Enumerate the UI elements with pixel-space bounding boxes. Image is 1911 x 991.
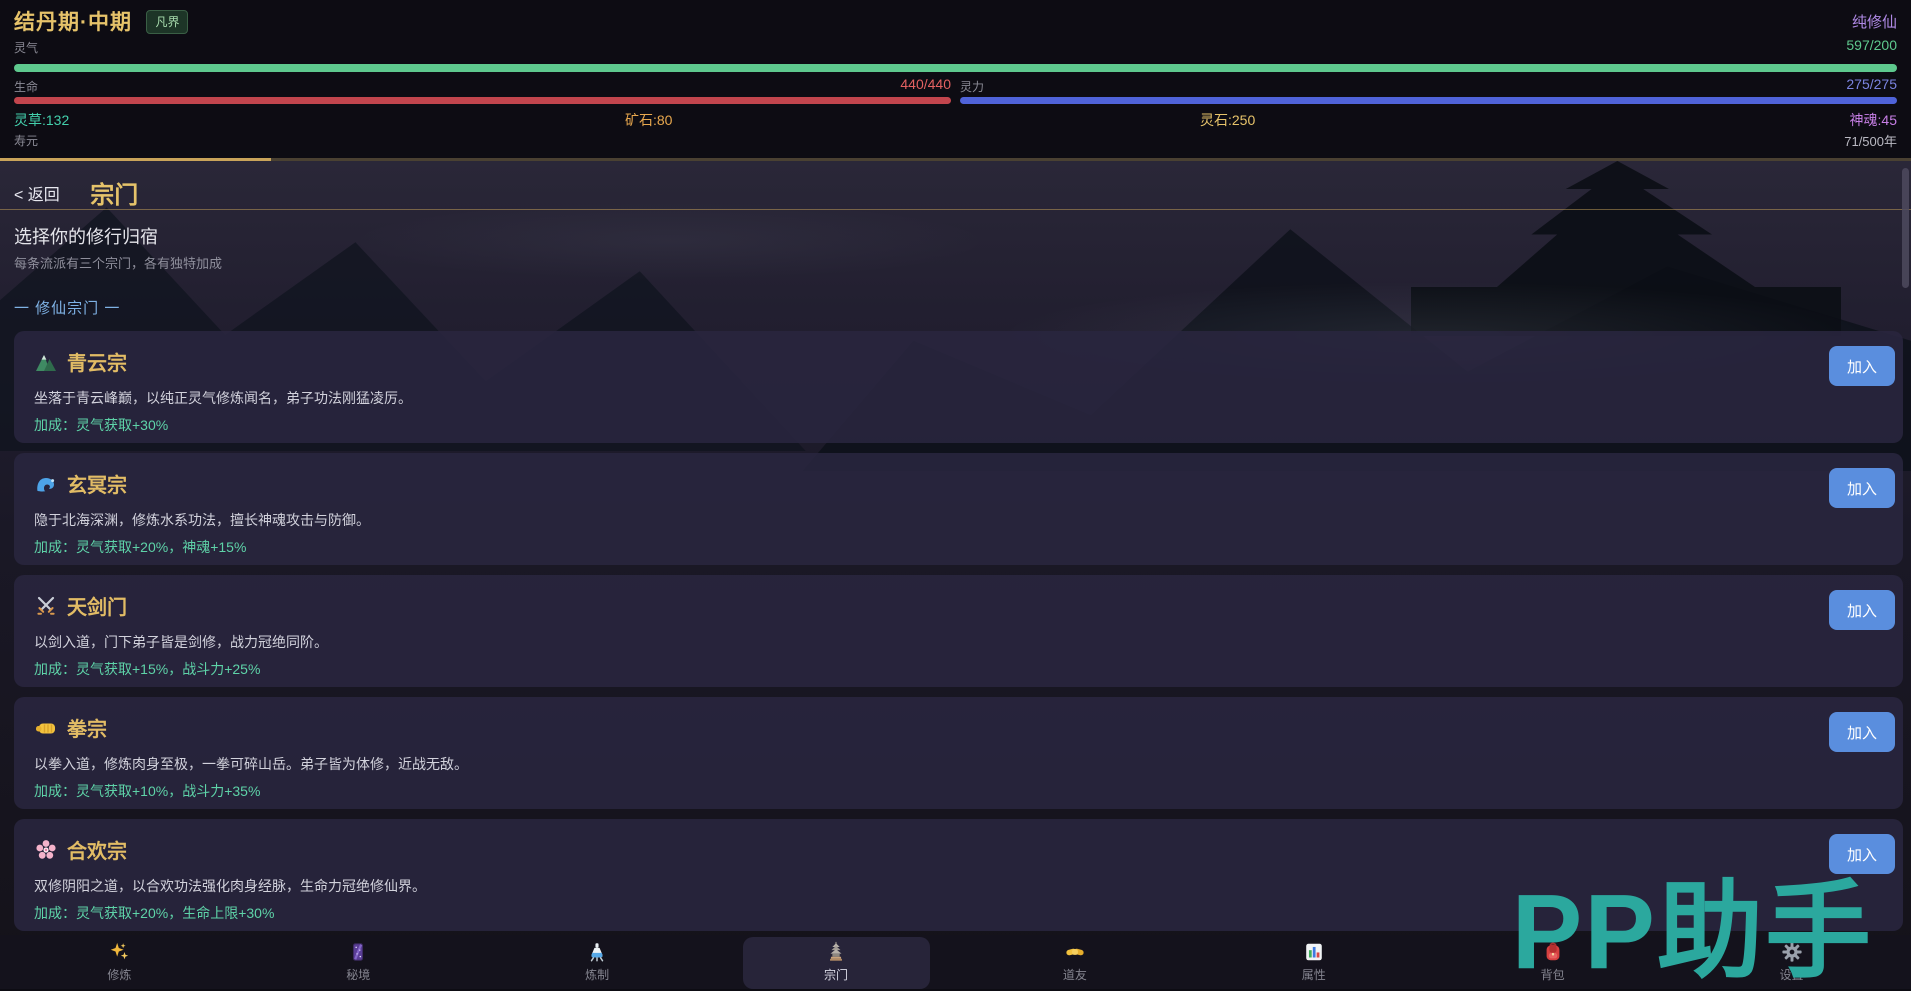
nav-item-修炼[interactable]: 修炼	[0, 935, 239, 989]
section-label: 一 修仙宗门 一	[14, 300, 121, 317]
sect-name: 玄冥宗	[67, 475, 127, 497]
nav-item-背包[interactable]: 背包	[1433, 935, 1672, 989]
nav-label: 道友	[1062, 968, 1087, 982]
sect-description: 以剑入道，门下弟子皆是剑修，战力冠绝同阶。	[34, 634, 328, 650]
sect-name: 青云宗	[67, 353, 127, 375]
sect-description: 以拳入道，修炼肉身至极，一拳可碎山岳。弟子皆为体修，近战无敌。	[34, 756, 468, 772]
bottom-navbar: 修炼 秘境 炼制 宗门 道友 属性 背包 设置	[0, 935, 1911, 989]
nav-item-道友[interactable]: 道友	[956, 935, 1195, 989]
nav-item-炼制[interactable]: 炼制	[478, 935, 717, 989]
back-button[interactable]: < 返回	[14, 181, 60, 205]
nav-label: 设置	[1779, 968, 1804, 982]
gear-icon	[1781, 941, 1803, 963]
sect-card: 拳宗以拳入道，修炼肉身至极，一拳可碎山岳。弟子皆为体修，近战无敌。 加成：灵气获取…	[14, 697, 1903, 809]
join-button[interactable]: 加入	[1829, 712, 1895, 752]
sect-card: 天剑门以剑入道，门下弟子皆是剑修，战力冠绝同阶。 加成：灵气获取+15%，战斗力+…	[14, 575, 1903, 687]
cultivation-path-label: 纯修仙	[1851, 14, 1897, 31]
nav-item-宗门[interactable]: 宗门	[717, 935, 956, 989]
scrollbar-thumb[interactable]	[1902, 168, 1909, 288]
aura-label: 灵气	[14, 41, 39, 55]
status-header: 结丹期·中期 凡界 纯修仙 灵气 597/200 生命 440/440 灵力 2…	[0, 0, 1911, 161]
nav-label: 属性	[1301, 968, 1326, 982]
alembic-icon	[586, 941, 608, 963]
crossed-swords-icon	[34, 594, 58, 618]
sect-card: 玄冥宗隐于北海深渊，修炼水系功法，擅长神魂攻击与防御。 加成：灵气获取+20%，神…	[14, 453, 1903, 565]
sect-description: 双修阴阳之道，以合欢功法强化肉身经脉，生命力冠绝修仙界。	[34, 878, 426, 894]
resource-spirit-stone: 灵石:250	[1200, 112, 1256, 128]
handshake-icon	[1064, 941, 1086, 963]
nav-item-秘境[interactable]: 秘境	[239, 935, 478, 989]
sect-bonus: 加成：灵气获取+30%	[34, 417, 169, 433]
fist-icon	[34, 716, 58, 740]
sect-name: 合欢宗	[67, 841, 127, 863]
lifespan-label: 寿元	[14, 134, 39, 148]
aura-progress-bar	[14, 64, 1897, 72]
blossom-icon	[34, 838, 58, 862]
life-column: 生命 440/440	[14, 76, 951, 106]
resource-ore: 矿石:80	[625, 112, 673, 128]
resource-soul: 神魂:45	[1849, 112, 1897, 128]
aura-row: 灵气 597/200	[14, 37, 1897, 57]
mana-value: 275/275	[1846, 76, 1897, 92]
nav-label: 炼制	[585, 968, 610, 982]
resource-herb: 灵草:132	[14, 112, 70, 128]
sect-bonus: 加成：灵气获取+20%，生命上限+30%	[34, 905, 275, 921]
page-title: 宗门	[90, 182, 139, 209]
lifespan-progress-bar	[0, 158, 1911, 161]
sect-card: 合欢宗双修阴阳之道，以合欢功法强化肉身经脉，生命力冠绝修仙界。 加成：灵气获取+2…	[14, 819, 1903, 931]
nav-label: 背包	[1540, 968, 1565, 982]
join-button[interactable]: 加入	[1829, 346, 1895, 386]
nav-label: 修炼	[107, 968, 132, 982]
pagoda-icon	[825, 941, 847, 963]
aura-value: 597/200	[1846, 37, 1897, 53]
gold-divider	[0, 209, 1911, 210]
resource-row: 灵草:132 矿石:80 灵石:250 神魂:45	[14, 110, 1897, 128]
sect-page: < 返回 宗门 选择你的修行归宿 每条流派有三个宗门，各有独特加成 一 修仙宗门…	[0, 161, 1911, 989]
sect-bonus: 加成：灵气获取+10%，战斗力+35%	[34, 783, 261, 799]
join-button[interactable]: 加入	[1829, 834, 1895, 874]
life-progress-bar	[14, 97, 951, 104]
galaxy-icon	[347, 941, 369, 963]
sect-description: 坐落于青云峰巅，以纯正灵气修炼闻名，弟子功法刚猛凌厉。	[34, 390, 412, 406]
bar-chart-icon	[1303, 941, 1325, 963]
world-badge: 凡界	[146, 10, 189, 34]
sect-name: 拳宗	[67, 719, 107, 741]
sect-name: 天剑门	[67, 597, 127, 619]
background-temple-silhouette	[1411, 161, 1841, 336]
sect-bonus: 加成：灵气获取+15%，战斗力+25%	[34, 661, 261, 677]
page-hint: 每条流派有三个宗门，各有独特加成	[14, 256, 223, 271]
wave-icon	[34, 472, 58, 496]
nav-label: 宗门	[824, 968, 849, 982]
lifespan-value: 71/500年	[1844, 134, 1897, 149]
nav-item-属性[interactable]: 属性	[1194, 935, 1433, 989]
sect-card: 青云宗坐落于青云峰巅，以纯正灵气修炼闻名，弟子功法刚猛凌厉。 加成：灵气获取+30…	[14, 331, 1903, 443]
sect-bonus: 加成：灵气获取+20%，神魂+15%	[34, 539, 247, 555]
mana-progress-bar	[960, 97, 1897, 104]
nav-label: 秘境	[346, 968, 371, 982]
background-fog	[343, 201, 994, 281]
mountain-icon	[34, 350, 58, 374]
sect-description: 隐于北海深渊，修炼水系功法，擅长神魂攻击与防御。	[34, 512, 370, 528]
realm-title: 结丹期·中期	[14, 11, 132, 34]
sparkles-icon	[108, 941, 130, 963]
join-button[interactable]: 加入	[1829, 590, 1895, 630]
page-subtitle: 选择你的修行归宿	[14, 227, 158, 247]
join-button[interactable]: 加入	[1829, 468, 1895, 508]
lifespan-progress-fill	[0, 158, 272, 161]
mana-label: 灵力	[960, 80, 985, 94]
life-value: 440/440	[900, 76, 951, 92]
backpack-icon	[1542, 941, 1564, 963]
mana-column: 灵力 275/275	[960, 76, 1897, 106]
sect-list: 青云宗坐落于青云峰巅，以纯正灵气修炼闻名，弟子功法刚猛凌厉。 加成：灵气获取+30…	[14, 331, 1903, 941]
life-label: 生命	[14, 80, 39, 94]
nav-item-设置[interactable]: 设置	[1672, 935, 1911, 989]
lifespan-row: 寿元 71/500年	[14, 132, 1897, 150]
